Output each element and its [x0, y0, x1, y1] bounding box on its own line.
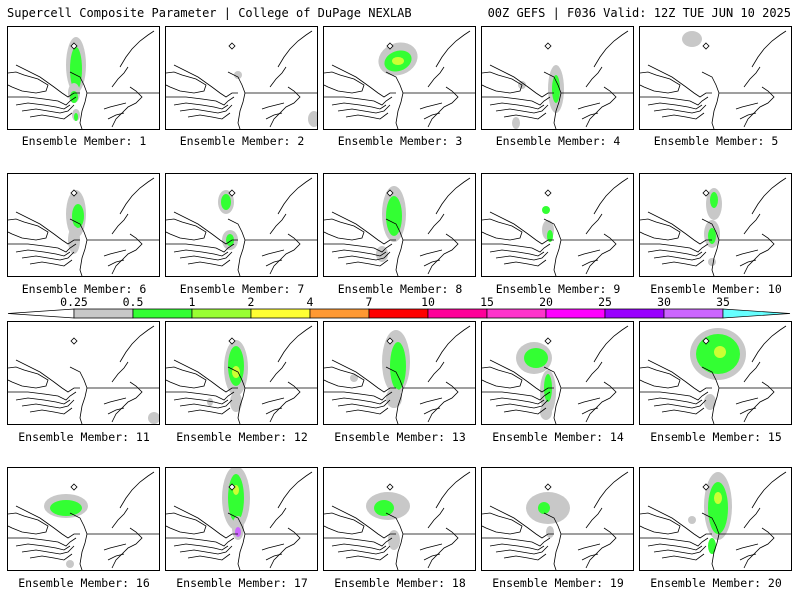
- ensemble-member-label: Ensemble Member: 7: [179, 282, 305, 296]
- map-canvas: [8, 471, 159, 570]
- colorbar-tick-label: 10: [421, 296, 435, 309]
- ensemble-member-label: Ensemble Member: 4: [495, 134, 621, 148]
- ensemble-member-map: [165, 467, 318, 571]
- ensemble-member-label: Ensemble Member: 1: [21, 134, 147, 148]
- ensemble-member-label: Ensemble Member: 5: [653, 134, 779, 148]
- colorbar-swatch: [368, 308, 429, 319]
- ensemble-member-label: Ensemble Member: 19: [492, 576, 624, 590]
- colorbar-swatch: [663, 308, 724, 319]
- ensemble-member-map: [639, 26, 792, 130]
- colorbar-tick-label: 20: [539, 296, 553, 309]
- ensemble-member-map: [7, 26, 160, 130]
- map-title: Supercell Composite Parameter | College …: [7, 6, 412, 20]
- map-canvas: [482, 30, 633, 129]
- ensemble-member-map: [639, 321, 792, 425]
- ensemble-member-label: Ensemble Member: 12: [176, 430, 308, 444]
- map-canvas: [640, 30, 791, 129]
- ensemble-member-label: Ensemble Member: 18: [334, 576, 466, 590]
- colorbar-swatch: [604, 308, 665, 319]
- colorbar-tick-label: 4: [307, 296, 314, 309]
- ensemble-member-label: Ensemble Member: 6: [21, 282, 147, 296]
- map-canvas: [482, 471, 633, 570]
- ensemble-member-map: [481, 321, 634, 425]
- colorbar-tick-label: 25: [598, 296, 612, 309]
- colorbar-tick-label: 2: [248, 296, 255, 309]
- map-canvas: [640, 177, 791, 276]
- map-canvas: [8, 325, 159, 424]
- ensemble-member-label: Ensemble Member: 13: [334, 430, 466, 444]
- ensemble-member-label: Ensemble Member: 14: [492, 430, 624, 444]
- colorbar-tick-labels: 0.25 0.5 1 2 4 7 10 15 20 25 30 35: [60, 296, 730, 309]
- colorbar-tick-label: 7: [366, 296, 373, 309]
- ensemble-member-label: Ensemble Member: 15: [650, 430, 782, 444]
- ensemble-member-map: [165, 173, 318, 277]
- map-canvas: [8, 177, 159, 276]
- colorbar-tick-label: 15: [480, 296, 494, 309]
- map-canvas: [640, 471, 791, 570]
- ensemble-member-map: [7, 321, 160, 425]
- ensemble-member-label: Ensemble Member: 17: [176, 576, 308, 590]
- ensemble-member-label: Ensemble Member: 10: [650, 282, 782, 296]
- colorbar-tick-label: 35: [716, 296, 730, 309]
- map-canvas: [166, 30, 317, 129]
- colorbar-tick-label: 0.5: [123, 296, 144, 309]
- ensemble-member-map: [639, 467, 792, 571]
- map-canvas: [640, 325, 791, 424]
- ensemble-member-label: Ensemble Member: 16: [18, 576, 150, 590]
- map-canvas: [324, 177, 475, 276]
- map-canvas: [482, 177, 633, 276]
- ensemble-member-map: [7, 173, 160, 277]
- map-canvas: [324, 30, 475, 129]
- map-canvas: [482, 325, 633, 424]
- ensemble-member-label: Ensemble Member: 9: [495, 282, 621, 296]
- map-canvas: [324, 325, 475, 424]
- valid-time-label: 00Z GEFS | F036 Valid: 12Z TUE JUN 10 20…: [487, 6, 791, 20]
- map-canvas: [324, 471, 475, 570]
- ensemble-member-map: [481, 26, 634, 130]
- ensemble-member-label: Ensemble Member: 2: [179, 134, 305, 148]
- ensemble-member-map: [481, 173, 634, 277]
- map-canvas: [166, 177, 317, 276]
- colorbar-swatches: [7, 308, 791, 319]
- ensemble-member-map: [323, 26, 476, 130]
- ensemble-member-label: Ensemble Member: 3: [337, 134, 463, 148]
- ensemble-member-map: [481, 467, 634, 571]
- colorbar-tick-label: 30: [657, 296, 671, 309]
- colorbar-swatch: [427, 308, 488, 319]
- colorbar-min-arrow: [7, 308, 75, 319]
- ensemble-member-map: [323, 321, 476, 425]
- colorbar-swatch: [250, 308, 311, 319]
- ensemble-member-map: [165, 321, 318, 425]
- ensemble-member-map: [323, 467, 476, 571]
- colorbar-max-arrow: [722, 308, 791, 319]
- ensemble-member-map: [639, 173, 792, 277]
- ensemble-member-map: [165, 26, 318, 130]
- colorbar-legend: 0.25 0.5 1 2 4 7 10 15 20 25 30 35: [7, 296, 791, 319]
- colorbar-swatch: [486, 308, 547, 319]
- map-canvas: [166, 325, 317, 424]
- colorbar-swatch: [545, 308, 606, 319]
- ensemble-member-label: Ensemble Member: 20: [650, 576, 782, 590]
- ensemble-member-map: [7, 467, 160, 571]
- colorbar-swatch: [73, 308, 134, 319]
- colorbar-swatch: [191, 308, 252, 319]
- map-canvas: [166, 468, 317, 570]
- colorbar-swatch: [132, 308, 193, 319]
- colorbar-swatch: [309, 308, 370, 319]
- colorbar-tick-label: 1: [189, 296, 196, 309]
- colorbar-tick-label: 0.25: [60, 296, 88, 309]
- ensemble-member-label: Ensemble Member: 11: [18, 430, 150, 444]
- ensemble-member-map: [323, 173, 476, 277]
- ensemble-member-label: Ensemble Member: 8: [337, 282, 463, 296]
- map-canvas: [8, 30, 159, 129]
